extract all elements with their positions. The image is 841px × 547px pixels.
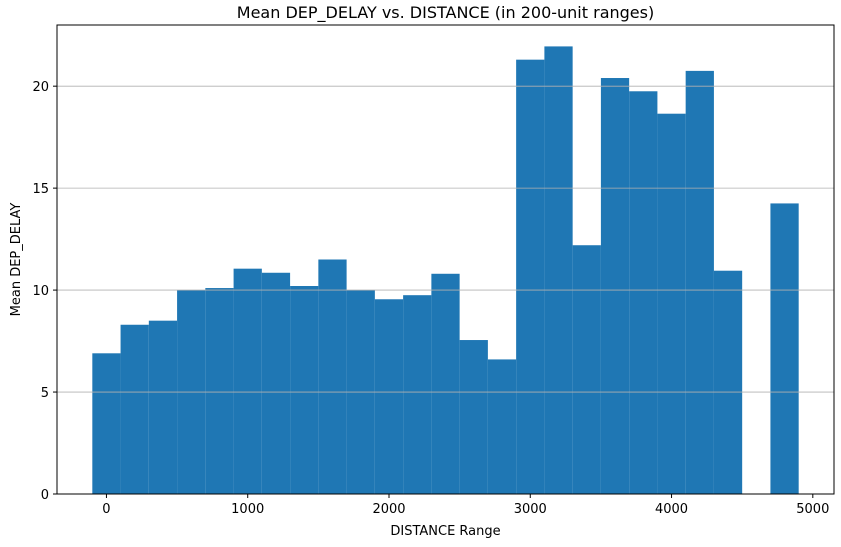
y-tick-label: 20 — [32, 80, 49, 95]
bar — [713, 270, 743, 494]
bars — [92, 46, 799, 495]
x-tick-label: 3000 — [514, 502, 547, 517]
plot-frame — [56, 24, 835, 495]
bar — [544, 46, 573, 495]
y-tick-label: 5 — [41, 386, 49, 401]
x-tick-label: 1000 — [231, 502, 264, 517]
bar — [487, 359, 517, 494]
bar — [431, 273, 460, 494]
chart-title: Mean DEP_DELAY vs. DISTANCE (in 200-unit… — [237, 3, 654, 23]
bar — [516, 59, 545, 494]
bar — [374, 299, 404, 494]
bar — [600, 78, 630, 494]
x-tick-label: 2000 — [372, 502, 405, 517]
y-tick-label: 15 — [32, 182, 49, 197]
bar — [403, 295, 432, 494]
y-tick-label: 0 — [41, 488, 49, 503]
x-tick-label: 0 — [102, 502, 110, 517]
grid-lines — [57, 85, 834, 393]
x-tick-label: 4000 — [655, 502, 688, 517]
bar — [318, 259, 347, 494]
x-axis-label: DISTANCE Range — [390, 524, 500, 539]
bar — [261, 272, 291, 494]
bar — [459, 340, 488, 494]
bar — [233, 268, 262, 494]
bar — [770, 203, 799, 494]
bar — [205, 288, 234, 494]
bar — [290, 286, 319, 494]
x-axis-ticks: 0 1000 2000 3000 4000 5000 — [102, 494, 829, 517]
bar — [120, 324, 149, 494]
bar — [685, 70, 714, 494]
bar — [572, 245, 601, 494]
bar — [92, 353, 121, 494]
x-tick-label: 5000 — [796, 502, 829, 517]
bar — [148, 320, 178, 494]
y-axis-ticks: 0 5 10 15 20 — [32, 80, 57, 503]
bar — [657, 113, 686, 494]
bar — [629, 91, 658, 495]
y-tick-label: 10 — [32, 284, 49, 299]
y-axis-label: Mean DEP_DELAY — [9, 203, 24, 317]
